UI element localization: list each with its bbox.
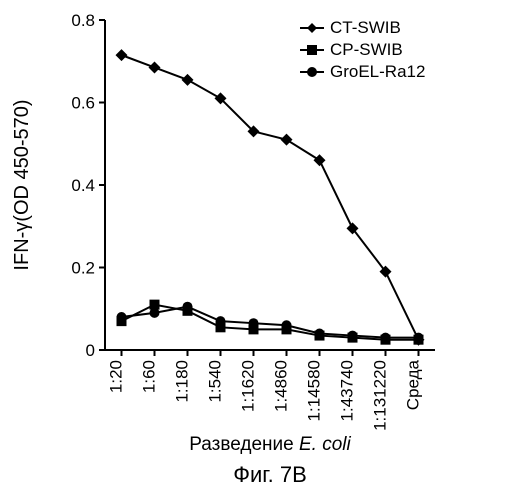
x-tick-label: 1:4860 (272, 360, 291, 412)
x-tick-label: Среда (404, 359, 423, 410)
x-tick-label: 1:540 (206, 360, 225, 403)
y-tick-label: 0.8 (71, 11, 95, 30)
y-tick-label: 0.2 (71, 259, 95, 278)
legend-item-label: GroEL-Ra12 (330, 62, 425, 81)
x-axis-label: Разведение E. coli (189, 434, 351, 455)
line-chart: 0 0.2 0.4 0.6 0.8 1:20 1:60 1:180 1:540 1:1620 1:4… (0, 0, 505, 500)
y-tick-label: 0 (86, 341, 95, 360)
x-tick-label: 1:60 (140, 360, 159, 393)
y-axis-label: IFN-γ(OD 450-570) (11, 99, 33, 270)
x-tick-label: 1:1620 (239, 360, 258, 412)
figure-caption: Фиг. 7B (233, 462, 307, 487)
legend-item-label: CP-SWIB (330, 40, 403, 59)
x-tick-label: 1:20 (107, 360, 126, 393)
x-tick-label: 1:180 (173, 360, 192, 403)
x-tick-label: 1:43740 (338, 360, 357, 421)
legend-item-label: CT-SWIB (330, 18, 401, 37)
x-tick-label: 1:131220 (371, 360, 390, 431)
chart-container: 0 0.2 0.4 0.6 0.8 1:20 1:60 1:180 1:540 1:1620 1:4… (0, 0, 505, 500)
y-tick-label: 0.6 (71, 94, 95, 113)
x-tick-label: 1:14580 (305, 360, 324, 421)
y-tick-label: 0.4 (71, 176, 95, 195)
